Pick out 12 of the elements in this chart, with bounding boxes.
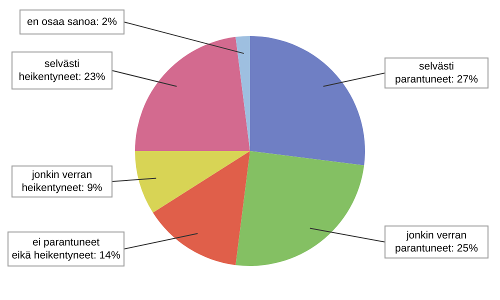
slice-label: jonkin verran heikentyneet: 9% bbox=[22, 169, 102, 194]
pie-slice bbox=[152, 151, 250, 266]
pie-slice bbox=[135, 151, 250, 213]
pie-slice bbox=[250, 36, 365, 166]
pie-slice bbox=[135, 36, 250, 151]
slice-label: selvästi parantuneet: 27% bbox=[395, 60, 478, 86]
slice-label: jonkin verran parantuneet: 25% bbox=[395, 230, 478, 254]
slice-label: ei parantuneet eikä heikentyneet: 14% bbox=[12, 236, 120, 262]
pie-slice bbox=[236, 36, 250, 151]
slice-label: en osaa sanoa: 2% bbox=[27, 16, 117, 28]
pie-slice bbox=[236, 151, 364, 266]
slice-label: selvästi heikentyneet: 23% bbox=[18, 58, 106, 83]
